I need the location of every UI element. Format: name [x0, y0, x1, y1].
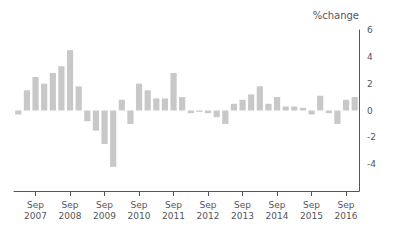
svg-text:2013: 2013 — [231, 211, 254, 221]
svg-text:-2: -2 — [367, 132, 376, 142]
svg-text:Sep: Sep — [234, 200, 251, 210]
svg-text:4: 4 — [367, 52, 373, 62]
svg-text:2007: 2007 — [24, 211, 47, 221]
svg-text:-4: -4 — [367, 159, 376, 169]
svg-text:2015: 2015 — [300, 211, 323, 221]
svg-text:6: 6 — [367, 25, 373, 35]
svg-text:Sep: Sep — [269, 200, 286, 210]
svg-text:Sep: Sep — [62, 200, 79, 210]
svg-text:2016: 2016 — [335, 211, 358, 221]
svg-text:0: 0 — [367, 106, 373, 116]
svg-text:2011: 2011 — [162, 211, 185, 221]
svg-text:2008: 2008 — [59, 211, 82, 221]
svg-text:2010: 2010 — [128, 211, 151, 221]
svg-text:2009: 2009 — [93, 211, 116, 221]
svg-text:2014: 2014 — [266, 211, 289, 221]
svg-text:Sep: Sep — [96, 200, 113, 210]
svg-text:Sep: Sep — [200, 200, 217, 210]
svg-text:Sep: Sep — [27, 200, 44, 210]
svg-text:Sep: Sep — [165, 200, 182, 210]
svg-text:Sep: Sep — [338, 200, 355, 210]
svg-text:%change: %change — [313, 10, 359, 21]
svg-text:2012: 2012 — [197, 211, 220, 221]
svg-text:Sep: Sep — [131, 200, 148, 210]
svg-text:Sep: Sep — [303, 200, 320, 210]
svg-text:2: 2 — [367, 79, 373, 89]
